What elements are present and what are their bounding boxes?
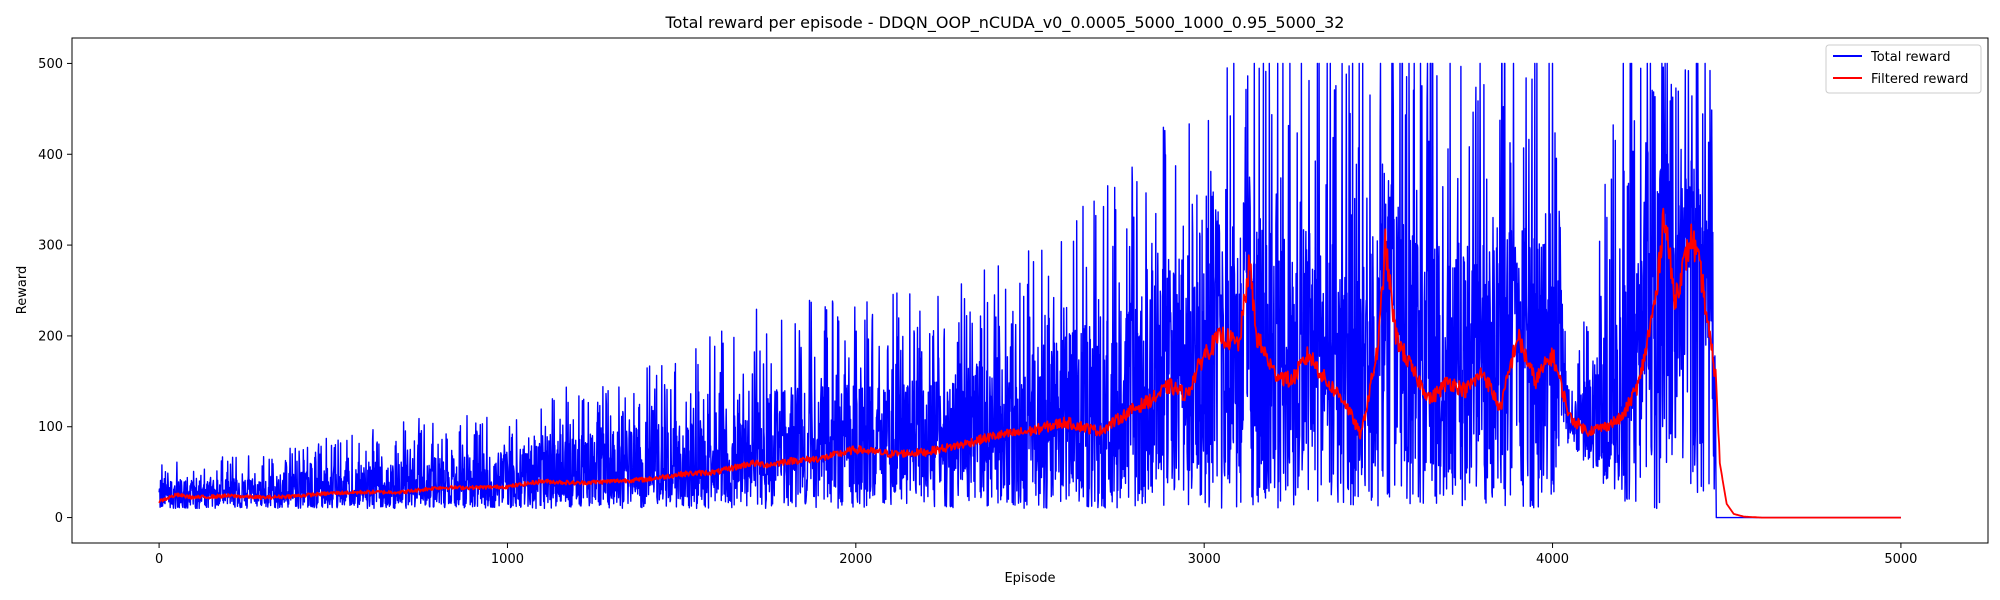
x-tick-label: 2000 <box>839 552 872 567</box>
x-axis-label: Episode <box>1004 571 1055 586</box>
legend-label-total-reward: Total reward <box>1870 50 1951 65</box>
y-tick-label: 100 <box>38 420 63 435</box>
legend-box <box>1825 44 1982 94</box>
y-axis-label: Reward <box>15 266 30 314</box>
x-tick-label: 1000 <box>491 552 524 567</box>
y-tick-label: 200 <box>38 329 63 344</box>
x-axis: 0 1000 2000 3000 4000 5000 <box>155 543 1917 567</box>
plot-area <box>158 62 1902 519</box>
legend-label-filtered-reward: Filtered reward <box>1871 72 1968 87</box>
y-axis: 0 100 200 300 400 500 <box>38 57 72 526</box>
y-tick-label: 500 <box>38 57 63 72</box>
x-tick-label: 3000 <box>1188 552 1221 567</box>
x-tick-label: 0 <box>155 552 163 567</box>
x-tick-label: 4000 <box>1536 552 1569 567</box>
x-tick-label: 5000 <box>1884 552 1917 567</box>
y-tick-label: 300 <box>38 239 63 254</box>
chart-title: Total reward per episode - DDQN_OOP_nCUD… <box>665 13 1345 33</box>
y-tick-label: 400 <box>38 148 63 163</box>
y-tick-label: 0 <box>55 511 63 526</box>
axes-frame <box>71 37 1989 544</box>
series-filtered-reward-line <box>158 207 1902 519</box>
legend: Total reward Filtered reward <box>1825 44 1982 94</box>
